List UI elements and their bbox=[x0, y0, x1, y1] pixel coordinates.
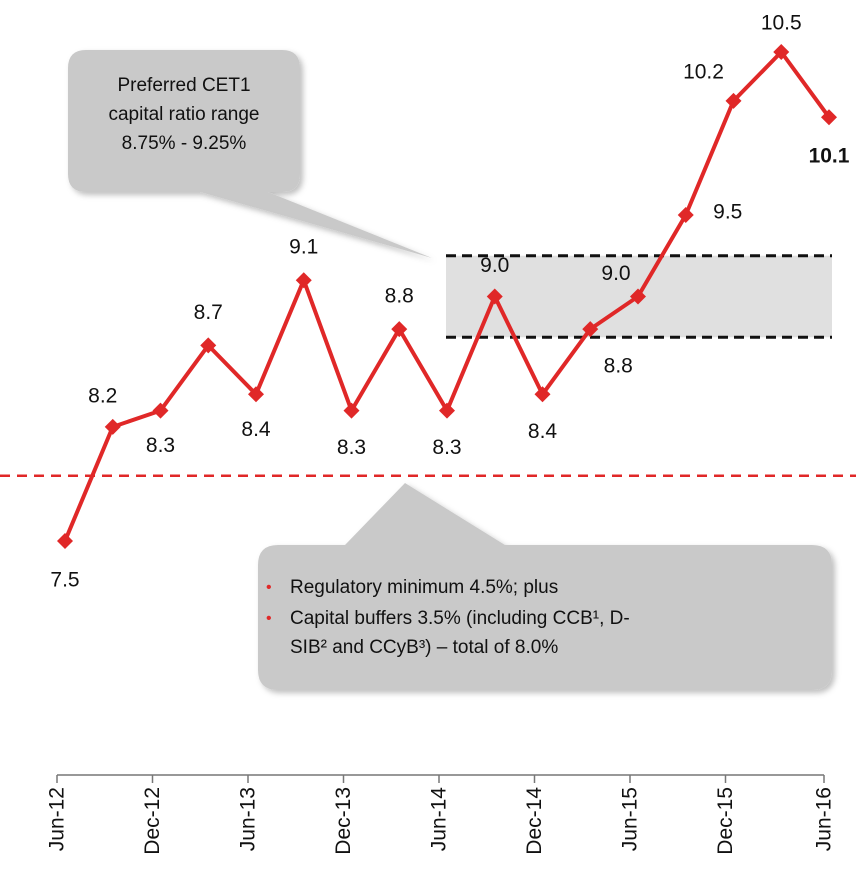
data-label: 8.8 bbox=[385, 285, 414, 308]
marker bbox=[57, 533, 73, 549]
marker bbox=[773, 44, 790, 60]
data-label: 8.4 bbox=[528, 420, 558, 443]
data-label: 9.5 bbox=[713, 201, 742, 224]
callouts: Preferred CET1 capital ratio range 8.75%… bbox=[68, 50, 832, 690]
x-tick-label: Jun-13 bbox=[237, 787, 260, 851]
marker bbox=[725, 92, 742, 109]
x-tick-label: Jun-16 bbox=[813, 787, 836, 851]
x-tick-label: Dec-13 bbox=[332, 787, 355, 855]
callout-text: capital ratio range bbox=[108, 104, 259, 125]
marker bbox=[821, 109, 837, 126]
marker bbox=[630, 288, 646, 305]
data-label: 10.5 bbox=[761, 12, 802, 35]
data-label: 8.4 bbox=[241, 418, 271, 441]
x-tick-label: Jun-12 bbox=[46, 787, 69, 851]
data-label: 8.7 bbox=[194, 301, 223, 324]
data-label: 8.8 bbox=[604, 355, 633, 378]
x-tick-label: Dec-15 bbox=[714, 787, 737, 855]
data-label: 7.5 bbox=[50, 569, 79, 592]
x-tick-label: Dec-14 bbox=[523, 787, 546, 855]
callout-text: Preferred CET1 bbox=[117, 75, 250, 96]
marker bbox=[677, 207, 694, 223]
callout-text: Capital buffers 3.5% (including CCB¹, D- bbox=[290, 608, 630, 629]
marker bbox=[439, 402, 455, 419]
bullet: • bbox=[266, 579, 272, 596]
range-callout-box bbox=[68, 50, 432, 258]
data-label: 8.3 bbox=[432, 436, 461, 459]
x-tick-label: Jun-15 bbox=[619, 787, 642, 851]
marker bbox=[343, 402, 360, 419]
data-label: 8.3 bbox=[146, 434, 175, 457]
data-label: 8.3 bbox=[337, 436, 366, 459]
marker bbox=[295, 272, 312, 289]
data-label: 8.2 bbox=[88, 384, 117, 407]
data-label: 9.1 bbox=[289, 236, 318, 259]
marker bbox=[582, 321, 599, 338]
callout-text: SIB² and CCyB³) – total of 8.0% bbox=[290, 637, 558, 658]
data-label: 10.2 bbox=[683, 60, 724, 83]
x-tick-label: Dec-12 bbox=[141, 787, 164, 855]
marker bbox=[391, 321, 408, 338]
callout-text: 8.75% - 9.25% bbox=[122, 133, 247, 154]
marker bbox=[534, 386, 551, 403]
x-tick-label: Jun-14 bbox=[428, 787, 451, 852]
marker bbox=[248, 386, 264, 403]
marker bbox=[200, 337, 217, 354]
data-label: 9.0 bbox=[480, 254, 509, 277]
bullet: • bbox=[266, 610, 272, 627]
data-label: 9.0 bbox=[601, 262, 630, 285]
data-label: 10.1 bbox=[809, 145, 850, 168]
marker bbox=[486, 288, 503, 305]
minimum-callout-box bbox=[258, 483, 832, 690]
callout-text: Regulatory minimum 4.5%; plus bbox=[290, 577, 558, 598]
marker bbox=[152, 402, 169, 419]
marker bbox=[104, 418, 121, 435]
